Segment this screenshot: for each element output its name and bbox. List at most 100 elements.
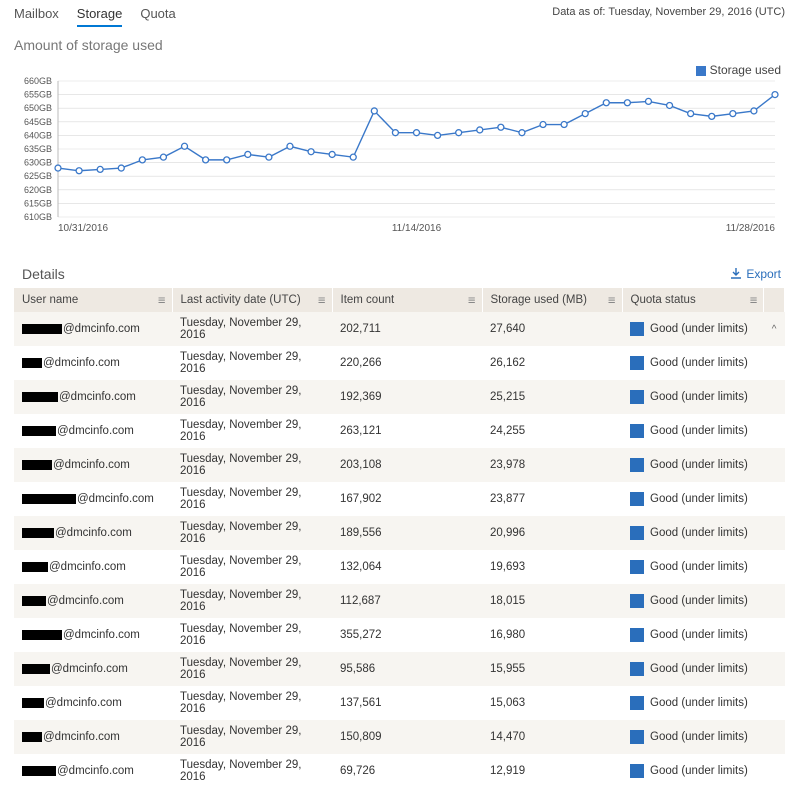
details-title: Details [22,266,65,282]
column-header[interactable]: Last activity date (UTC)≡ [172,288,332,312]
item-count: 132,064 [332,550,482,584]
column-menu-icon[interactable]: ≡ [608,293,616,308]
item-count: 189,556 [332,516,482,550]
quota-status-indicator [630,628,644,642]
table-row[interactable]: @dmcinfo.com Tuesday, November 29, 201620… [14,312,785,346]
table-row[interactable]: @dmcinfo.comTuesday, November 29, 201615… [14,720,785,754]
user-domain: @dmcinfo.com [43,357,120,369]
storage-used: 14,470 [482,720,622,754]
table-row[interactable]: @dmcinfo.comTuesday, November 29, 201626… [14,414,785,448]
tab-quota[interactable]: Quota [140,6,175,27]
quota-status-label: Good (under limits) [650,663,748,675]
chart-legend: Storage used [0,59,799,77]
svg-text:645GB: 645GB [24,117,52,127]
svg-text:630GB: 630GB [24,158,52,168]
last-activity-date: Tuesday, November 29, 2016 [172,550,332,584]
column-header[interactable]: Storage used (MB)≡ [482,288,622,312]
quota-status-label: Good (under limits) [650,493,748,505]
svg-text:650GB: 650GB [24,103,52,113]
column-header[interactable]: Item count≡ [332,288,482,312]
quota-status-indicator [630,662,644,676]
table-row[interactable]: @dmcinfo.comTuesday, November 29, 201611… [14,584,785,618]
quota-status-label: Good (under limits) [650,629,748,641]
svg-text:615GB: 615GB [24,198,52,208]
item-count: 69,726 [332,754,482,788]
item-count: 95,586 [332,652,482,686]
table-row[interactable]: @dmcinfo.comTuesday, November 29, 201620… [14,448,785,482]
column-menu-icon[interactable]: ≡ [750,293,758,308]
item-count: 263,121 [332,414,482,448]
storage-used: 23,877 [482,482,622,516]
download-icon [730,268,742,280]
table-row[interactable]: @dmcinfo.comTuesday, November 29, 201695… [14,652,785,686]
last-activity-date: Tuesday, November 29, 2016 [172,584,332,618]
storage-used: 18,015 [482,584,622,618]
redacted-username [22,664,50,674]
user-domain: @dmcinfo.com [55,527,132,539]
quota-status-indicator [630,560,644,574]
user-domain: @dmcinfo.com [63,629,140,641]
redacted-username [22,494,76,504]
item-count: 202,711 [332,312,482,346]
svg-text:660GB: 660GB [24,77,52,86]
table-row[interactable]: @dmcinfo.comTuesday, November 29, 201635… [14,618,785,652]
storage-used: 25,215 [482,380,622,414]
quota-status-label: Good (under limits) [650,527,748,539]
svg-text:11/28/2016: 11/28/2016 [726,223,776,234]
redacted-username [22,562,48,572]
details-table: User name≡Last activity date (UTC)≡Item … [14,288,785,788]
last-activity-date: Tuesday, November 29, 2016 [172,720,332,754]
storage-used: 27,640 [482,312,622,346]
last-activity-date: Tuesday, November 29, 2016 [172,312,332,346]
item-count: 167,902 [332,482,482,516]
quota-status-label: Good (under limits) [650,561,748,573]
table-row[interactable]: @dmcinfo.comTuesday, November 29, 201669… [14,754,785,788]
table-row[interactable]: @dmcinfo.comTuesday, November 29, 201613… [14,686,785,720]
export-button[interactable]: Export [730,267,781,281]
quota-status-label: Good (under limits) [650,731,748,743]
table-row[interactable]: @dmcinfo.comTuesday, November 29, 201618… [14,516,785,550]
table-row[interactable]: @dmcinfo.comTuesday, November 29, 201613… [14,550,785,584]
item-count: 203,108 [332,448,482,482]
storage-used: 23,978 [482,448,622,482]
storage-used: 20,996 [482,516,622,550]
quota-status-indicator [630,458,644,472]
user-domain: @dmcinfo.com [53,459,130,471]
svg-text:10/31/2016: 10/31/2016 [58,223,108,234]
column-menu-icon[interactable]: ≡ [158,293,166,308]
storage-used: 12,919 [482,754,622,788]
storage-used: 16,980 [482,618,622,652]
redacted-username [22,732,42,742]
table-row[interactable]: @dmcinfo.comTuesday, November 29, 201616… [14,482,785,516]
svg-text:610GB: 610GB [24,212,52,222]
quota-status-indicator [630,764,644,778]
quota-status-indicator [630,492,644,506]
user-domain: @dmcinfo.com [59,391,136,403]
tab-mailbox[interactable]: Mailbox [14,6,59,27]
column-header[interactable]: Quota status≡ [622,288,764,312]
quota-status-label: Good (under limits) [650,765,748,777]
svg-text:11/14/2016: 11/14/2016 [392,223,442,234]
last-activity-date: Tuesday, November 29, 2016 [172,686,332,720]
redacted-username [22,698,44,708]
svg-text:625GB: 625GB [24,171,52,181]
redacted-username [22,630,62,640]
scroll-up-icon[interactable]: ^ [772,324,777,335]
table-row[interactable]: @dmcinfo.comTuesday, November 29, 201619… [14,380,785,414]
column-header[interactable]: User name≡ [14,288,172,312]
quota-status-indicator [630,356,644,370]
column-menu-icon[interactable]: ≡ [468,293,476,308]
table-row[interactable]: @dmcinfo.comTuesday, November 29, 201622… [14,346,785,380]
item-count: 220,266 [332,346,482,380]
tab-storage[interactable]: Storage [77,6,123,27]
quota-status-indicator [630,526,644,540]
redacted-username [22,392,58,402]
column-menu-icon[interactable]: ≡ [318,293,326,308]
storage-used: 15,063 [482,686,622,720]
item-count: 150,809 [332,720,482,754]
svg-text:620GB: 620GB [24,185,52,195]
user-domain: @dmcinfo.com [63,323,140,335]
svg-text:655GB: 655GB [24,90,52,100]
storage-used: 26,162 [482,346,622,380]
quota-status-indicator [630,322,644,336]
